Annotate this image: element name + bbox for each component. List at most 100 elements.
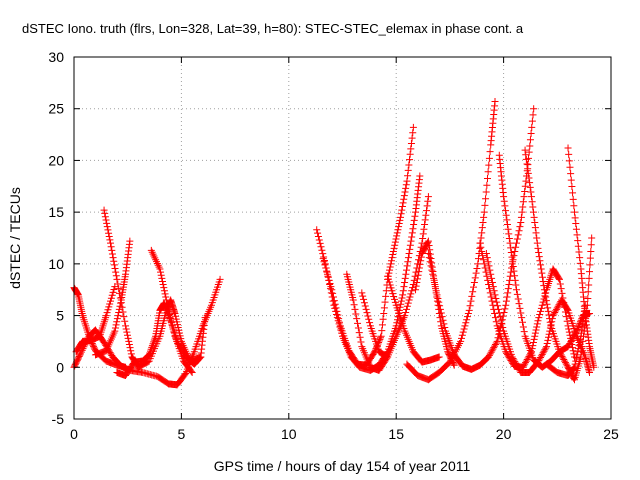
data-point xyxy=(108,250,116,258)
data-point xyxy=(463,316,471,324)
data-point xyxy=(511,358,519,366)
data-point xyxy=(354,324,362,332)
data-point xyxy=(513,235,521,243)
data-point xyxy=(333,307,341,315)
data-point xyxy=(124,334,132,342)
data-point xyxy=(428,259,436,267)
data-point xyxy=(503,216,511,224)
data-point xyxy=(574,348,582,356)
data-point xyxy=(492,318,500,326)
data-point xyxy=(319,255,327,263)
series-arc-12 xyxy=(384,272,443,366)
data-point xyxy=(76,350,84,358)
data-point xyxy=(570,208,578,216)
data-point xyxy=(557,285,565,293)
data-point xyxy=(404,166,412,174)
data-point xyxy=(522,151,530,159)
data-point xyxy=(528,193,536,201)
data-point xyxy=(317,243,325,251)
data-point xyxy=(482,268,490,276)
data-point xyxy=(512,286,520,294)
data-point xyxy=(157,268,165,276)
data-point xyxy=(528,198,536,206)
data-point xyxy=(119,308,127,316)
data-point xyxy=(562,360,570,368)
data-point xyxy=(386,266,394,274)
data-point xyxy=(111,265,119,273)
data-point xyxy=(395,223,403,231)
data-point xyxy=(113,275,121,283)
data-point xyxy=(483,254,491,262)
data-point xyxy=(415,264,423,272)
data-point xyxy=(517,218,525,226)
data-point xyxy=(427,262,435,270)
data-point xyxy=(514,295,522,303)
data-point xyxy=(406,245,414,253)
data-point xyxy=(537,265,545,273)
data-point xyxy=(329,293,337,301)
data-point xyxy=(408,287,416,295)
data-point xyxy=(563,317,571,325)
data-point xyxy=(569,365,577,373)
data-point xyxy=(511,276,519,284)
data-point xyxy=(325,276,333,284)
data-point xyxy=(587,247,595,255)
data-point xyxy=(553,304,561,312)
data-point xyxy=(517,213,525,221)
data-point xyxy=(349,296,357,304)
data-point xyxy=(494,305,502,313)
data-point xyxy=(398,294,406,302)
data-point xyxy=(535,248,543,256)
data-point xyxy=(530,335,538,343)
data-point xyxy=(564,343,572,351)
data-point xyxy=(157,271,165,279)
series-arc-10 xyxy=(343,270,392,374)
data-point xyxy=(405,250,413,258)
data-point xyxy=(521,146,529,154)
data-point xyxy=(405,296,413,304)
data-point xyxy=(483,181,491,189)
data-point xyxy=(492,339,500,347)
data-point xyxy=(462,319,470,327)
data-point xyxy=(518,314,526,322)
data-point xyxy=(106,349,114,357)
data-point xyxy=(377,334,385,342)
data-point xyxy=(543,339,551,347)
data-point xyxy=(537,352,545,360)
data-point xyxy=(512,359,520,367)
data-point xyxy=(381,298,389,306)
data-point xyxy=(503,349,511,357)
data-point xyxy=(568,182,576,190)
data-point xyxy=(422,211,430,219)
data-point xyxy=(101,209,109,217)
data-point xyxy=(411,212,419,220)
data-point xyxy=(504,289,512,297)
data-point xyxy=(499,323,507,331)
data-point xyxy=(201,314,209,322)
data-point xyxy=(556,280,564,288)
data-point xyxy=(103,223,111,231)
data-point xyxy=(150,338,158,346)
data-point xyxy=(570,350,578,358)
data-point xyxy=(476,239,484,247)
data-point xyxy=(505,281,513,289)
data-point xyxy=(560,356,568,364)
data-point xyxy=(424,193,432,201)
data-point xyxy=(378,321,386,329)
data-point xyxy=(107,294,115,302)
data-point xyxy=(197,353,205,361)
data-point xyxy=(351,305,359,313)
data-point xyxy=(114,280,122,288)
data-point xyxy=(388,254,396,262)
data-point xyxy=(123,331,131,339)
series-arc-2 xyxy=(70,275,224,389)
data-point xyxy=(328,286,336,294)
data-point xyxy=(535,357,543,365)
data-point xyxy=(480,208,488,216)
data-point xyxy=(525,352,533,360)
data-point xyxy=(519,323,527,331)
data-point xyxy=(421,221,429,229)
data-point xyxy=(436,305,444,313)
data-point xyxy=(387,260,395,268)
data-point xyxy=(511,272,519,280)
